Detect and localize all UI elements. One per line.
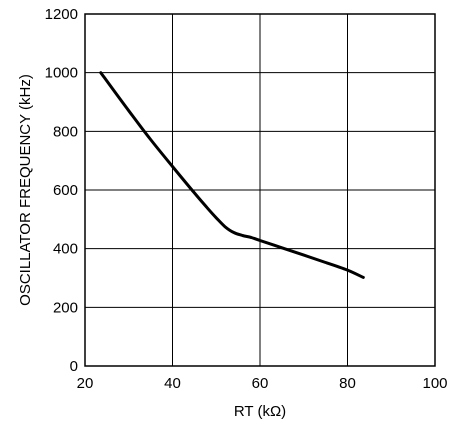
y-tick-label: 200 [53, 299, 78, 316]
x-axis-label: RT (kΩ) [234, 403, 286, 420]
x-tick-label: 60 [252, 375, 269, 392]
y-tick-label: 600 [53, 182, 78, 199]
series-line [99, 71, 365, 279]
x-tick-label: 20 [77, 375, 94, 392]
x-tick-label: 100 [422, 375, 447, 392]
y-tick-label: 1200 [45, 6, 78, 23]
y-tick-label: 800 [53, 123, 78, 140]
y-tick-label: 1000 [45, 65, 78, 82]
y-tick-label: 400 [53, 241, 78, 258]
y-tick-labels: 0 200 400 600 800 1000 1200 [45, 6, 78, 375]
plot-area-frame [84, 13, 436, 367]
x-tick-labels: 20 40 60 80 100 [77, 375, 448, 392]
x-tick-label: 80 [339, 375, 356, 392]
y-tick-label: 0 [70, 358, 78, 375]
y-axis-label: OSCILLATOR FREQUENCY (kHz) [17, 74, 34, 306]
x-tick-label: 40 [164, 375, 181, 392]
grid-lines [84, 13, 436, 367]
